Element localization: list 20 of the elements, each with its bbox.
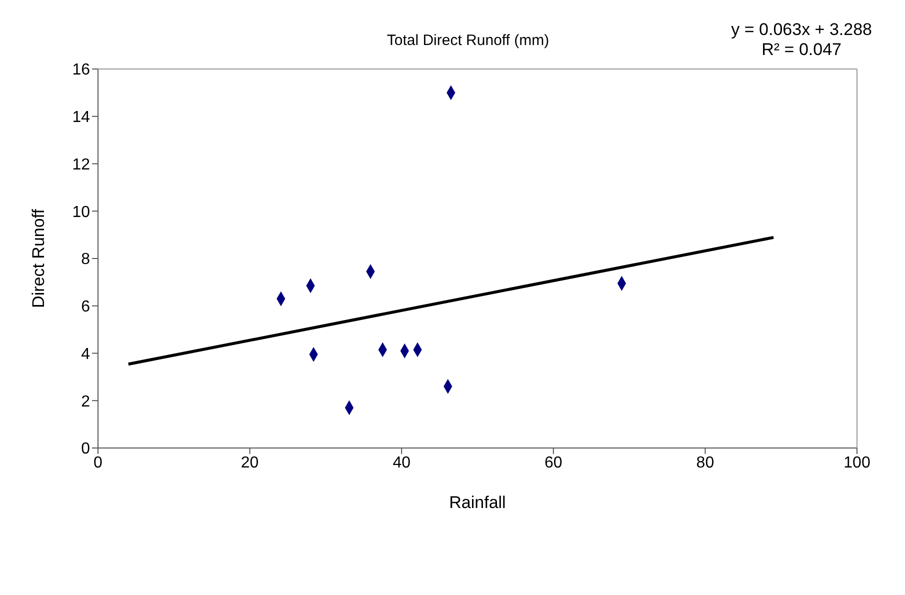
x-tick-label: 0 [94,454,103,472]
x-tick-label: 20 [240,454,259,472]
x-axis-title: Rainfall [449,493,506,512]
text: R² = 0.047 [760,40,842,60]
x-tick-label: 100 [844,454,870,472]
y-tick-label: 6 [81,298,90,316]
y-tick-label: 12 [72,156,90,174]
x-tick-label: 60 [544,454,562,472]
x-tick-label: 40 [392,454,411,472]
y-tick-label: 4 [81,346,90,363]
y-axis-title: Direct Runoff [29,208,48,308]
y-tick-label: 8 [81,251,90,268]
y-tick-label: 14 [72,109,90,126]
y-tick-label: 16 [72,62,90,79]
x-tick-label: 80 [696,454,714,472]
text: y = 0.063x + 3.288 [731,20,872,40]
chart-title: Total Direct Runoff (mm) [386,32,550,49]
y-tick-label: 2 [81,393,90,410]
y-tick-label: 0 [81,440,90,458]
y-tick-label: 10 [72,204,90,221]
